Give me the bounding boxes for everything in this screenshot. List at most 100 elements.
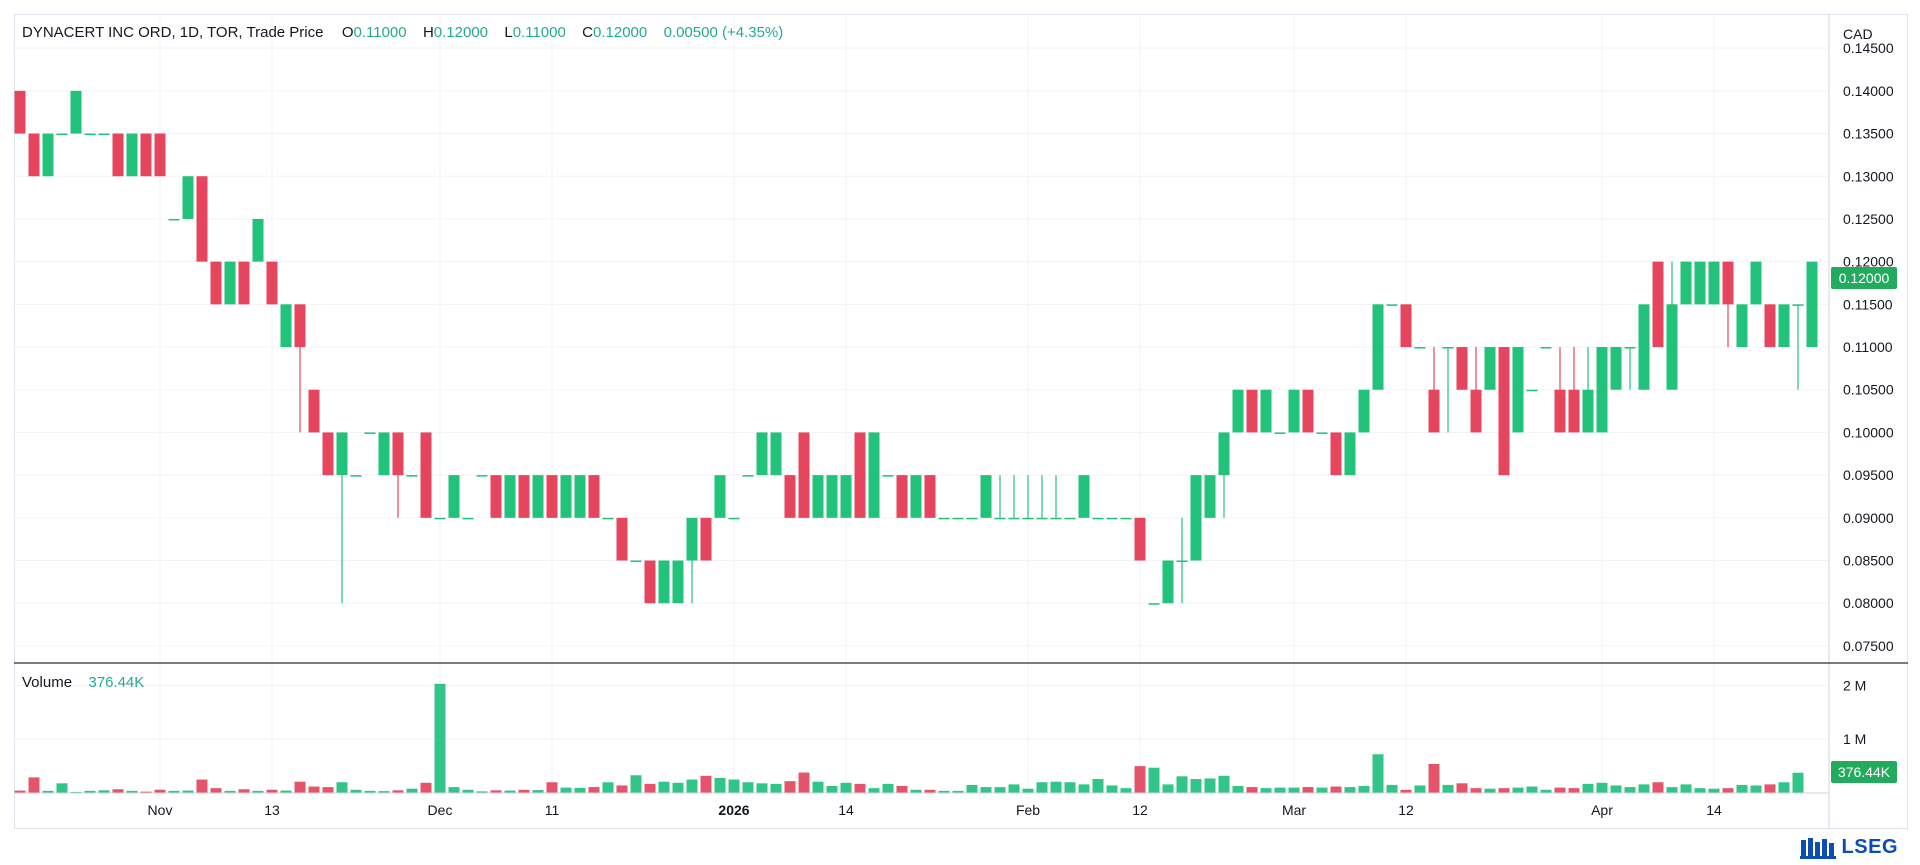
price-tick-label: 0.10000 (1843, 424, 1894, 440)
candle-body (1260, 389, 1272, 433)
volume-bar (1512, 787, 1524, 793)
candle-body (1092, 517, 1104, 520)
candle-body (1708, 261, 1720, 305)
candle (56, 133, 68, 136)
volume-bar (812, 781, 824, 793)
candle-body (336, 432, 348, 476)
candle (1036, 475, 1048, 520)
volume-bar (1176, 776, 1188, 793)
volume-bar (546, 782, 558, 793)
candle-body (868, 432, 880, 518)
candle (1106, 517, 1118, 520)
candle-body (728, 517, 740, 520)
candle (714, 475, 726, 518)
candle-body (910, 475, 922, 518)
candle-body (896, 475, 908, 518)
candle-body (1526, 389, 1538, 392)
volume-bar (168, 790, 180, 793)
candle (1792, 304, 1804, 390)
candle-body (1120, 517, 1132, 520)
chart-frame (14, 14, 1908, 829)
volume-bar (1414, 785, 1426, 793)
candle-body (1554, 389, 1566, 433)
volume-bar (686, 779, 698, 793)
price-series (14, 90, 1818, 605)
volume-bar (756, 783, 768, 793)
volume-tick-label: 1 M (1843, 731, 1866, 747)
candle (182, 176, 194, 219)
candle-body (294, 304, 306, 348)
volume-bar (840, 782, 852, 793)
candle-body (994, 517, 1006, 520)
volume-bar (630, 775, 642, 793)
candle (602, 517, 614, 520)
volume-bar (294, 781, 306, 793)
candle-body (980, 475, 992, 518)
volume-bar (1148, 767, 1160, 793)
volume-bar (406, 788, 418, 793)
volume-bar (574, 787, 586, 793)
candle-body (112, 133, 124, 177)
candle (1414, 347, 1426, 349)
volume-bar (1582, 783, 1594, 793)
candle-body (1288, 389, 1300, 433)
candle (1554, 347, 1566, 433)
price-tick-label: 0.12500 (1843, 211, 1894, 227)
candle-body (1148, 603, 1160, 605)
time-tick-label: Feb (1016, 802, 1040, 818)
candle (294, 304, 306, 433)
volume-bar (1120, 788, 1132, 793)
candle-body (518, 475, 530, 518)
candle (672, 560, 684, 604)
candle-body (1778, 304, 1790, 348)
candle (630, 560, 642, 563)
candle-body (1750, 261, 1762, 305)
volume-bar (1568, 788, 1580, 793)
candle-body (616, 517, 628, 561)
price-tick-label: 0.09500 (1843, 467, 1894, 483)
time-tick-label: Apr (1591, 802, 1613, 818)
candle-body (1400, 304, 1412, 348)
volume-bar (602, 782, 614, 793)
candle-body (1176, 560, 1188, 563)
candle (966, 517, 978, 520)
candle (742, 475, 754, 477)
volume-legend: Volume 376.44K (22, 674, 144, 691)
candle (560, 475, 572, 518)
volume-bar (266, 789, 278, 793)
candle (532, 475, 544, 518)
candle (1736, 304, 1748, 348)
candle-body (14, 90, 26, 134)
candle (728, 517, 740, 520)
volume-bar (1316, 787, 1328, 793)
volume-bar (1638, 784, 1650, 793)
volume-bar (1064, 782, 1076, 793)
volume-bar (448, 787, 460, 793)
price-tick-label: 0.09000 (1843, 510, 1894, 526)
volume-bar (560, 787, 572, 793)
candle (1526, 389, 1538, 392)
candle-body (126, 133, 138, 177)
last-price-label: 0.12000 (1839, 270, 1890, 286)
volume-bar (588, 787, 600, 793)
candle-body (1022, 517, 1034, 520)
volume-bar (378, 791, 390, 793)
candle-body (756, 432, 768, 476)
candle-body (1036, 517, 1048, 520)
candle-body (490, 475, 502, 518)
volume-bar (462, 789, 474, 793)
volume-bar (434, 683, 446, 793)
candle (1764, 304, 1776, 348)
volume-bar (994, 787, 1006, 793)
candle (364, 432, 376, 434)
volume-bar (1344, 787, 1356, 793)
time-tick-label: Dec (428, 802, 453, 818)
candle (1092, 517, 1104, 520)
candle-body (308, 389, 320, 433)
volume-bar (1498, 788, 1510, 793)
candle (392, 432, 404, 518)
price-tick-label: 0.10500 (1843, 382, 1894, 398)
volume-bar (952, 790, 964, 793)
candle (546, 475, 558, 518)
